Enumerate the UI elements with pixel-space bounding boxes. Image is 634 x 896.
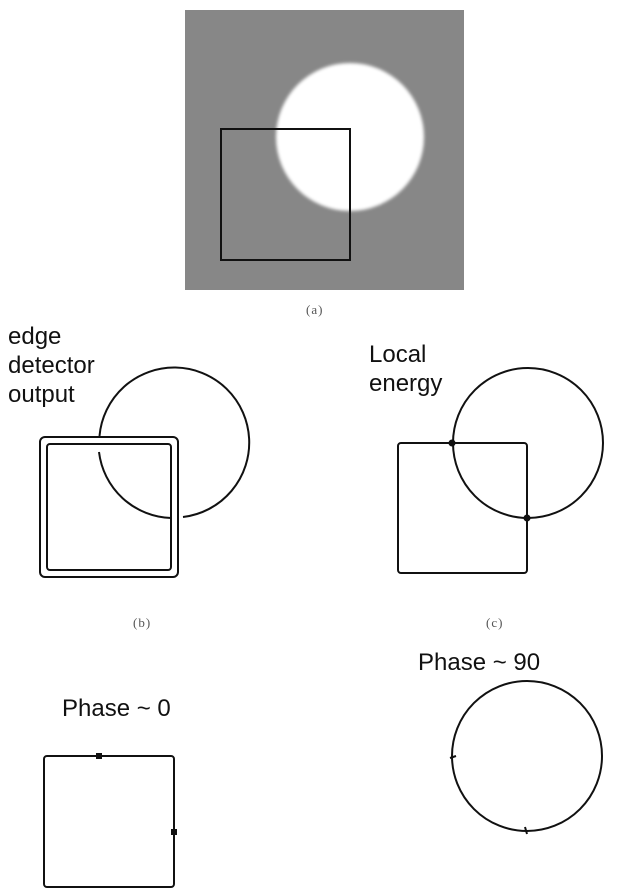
- black-square-outline: [220, 128, 351, 261]
- panel-d-image: [43, 753, 177, 888]
- energy-square: [397, 442, 528, 574]
- phase0-marker-top: [96, 753, 102, 759]
- edge-square-outer: [39, 436, 179, 578]
- energy-dot-right: [523, 514, 531, 522]
- label-edge-detector-output: edge detector output: [8, 323, 95, 408]
- phase90-circle: [451, 680, 603, 832]
- phase0-marker-right: [171, 829, 177, 835]
- caption-a: (a): [306, 302, 324, 317]
- panel-c-image: [397, 367, 604, 574]
- label-phase-0: Phase ~ 0: [62, 695, 171, 722]
- edge-circle-arc-upper: [98, 366, 251, 518]
- caption-c: (c): [486, 615, 504, 630]
- panel-a-image: [185, 10, 464, 290]
- edge-circle-arc-lower: [98, 451, 172, 519]
- energy-dot-top: [448, 439, 456, 447]
- phase0-square: [43, 755, 175, 888]
- panel-e-image: [449, 680, 603, 835]
- label-phase-90: Phase ~ 90: [418, 649, 541, 676]
- label-local-energy: Local energy: [369, 341, 443, 397]
- caption-b: (b): [133, 615, 152, 630]
- phase90-tick-bottom: [524, 826, 528, 835]
- panel-b-image: [39, 366, 251, 578]
- edge-square-inner: [46, 443, 172, 571]
- phase90-tick-left: [449, 755, 457, 759]
